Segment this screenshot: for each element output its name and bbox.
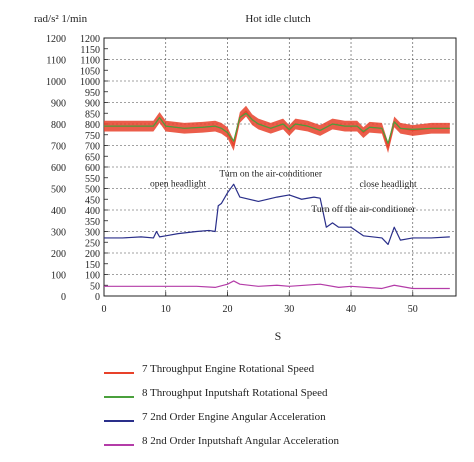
y-tick-label: 1100 [46,56,66,67]
series-band-0 [104,105,450,154]
y-tick-label: 700 [51,142,66,153]
y-tick-label: 550 [85,174,100,185]
y-tick-label: 400 [51,206,66,217]
y-tick-label: 1000 [80,77,100,88]
x-tick-label: 30 [284,304,294,315]
series-layer [104,105,450,290]
legend-label: 8 Throughput Inputshaft Rotational Speed [142,387,328,399]
annotation-2: close headlight [359,180,417,190]
series-line-2 [104,183,450,245]
y-tick-label: 950 [85,88,100,99]
y-tick-label: 100 [51,271,66,282]
y-tick-label: 900 [85,99,100,110]
y-tick-label: 250 [85,238,100,249]
y-tick-label: 900 [51,99,66,110]
x-axis-label: S [275,329,282,343]
y-tick-label: 200 [51,249,66,260]
y-tick-label: 1150 [80,45,100,56]
y-tick-label: 450 [85,195,100,206]
series-line-1 [104,112,450,144]
legend-item: 7 Throughput Engine Rotational Speed [104,360,464,384]
y-tick-label: 150 [85,260,100,271]
y-tick-label: 1200 [80,34,100,45]
y-unit-label: rad/s² 1/min [34,13,88,25]
y-tick-label: 800 [85,120,100,131]
legend: 7 Throughput Engine Rotational Speed 8 T… [104,360,464,456]
y-tick-label: 600 [85,163,100,174]
legend-label: 7 2nd Order Engine Angular Acceleration [142,411,326,423]
legend-label: 7 Throughput Engine Rotational Speed [142,363,315,375]
x-tick-label: 20 [223,304,233,315]
y-tick-label: 350 [85,217,100,228]
y-tick-label: 50 [90,281,100,292]
annotation-1: Turn on the air-conditioner [219,170,322,180]
annotations: open headlight Turn on the air-conditione… [150,170,417,215]
legend-swatch [104,372,134,374]
y-tick-label: 800 [51,120,66,131]
legend-label: 8 2nd Order Inputshaft Angular Accelerat… [142,435,340,447]
x-axis-ticks: 0 10 20 30 40 50 [102,292,418,315]
chart-title: Hot idle clutch [245,13,311,25]
x-tick-label: 0 [102,304,107,315]
y-tick-label: 750 [85,131,100,142]
grid [104,38,456,296]
x-tick-label: 10 [161,304,171,315]
y-tick-label: 500 [85,185,100,196]
y-tick-label: 650 [85,152,100,163]
y-tick-label: 1000 [46,77,66,88]
y-tick-label: 0 [61,292,66,303]
y-tick-label: 0 [95,292,100,303]
y-tick-label: 1100 [80,56,100,67]
y-tick-label: 600 [51,163,66,174]
y-tick-label: 100 [85,271,100,282]
y-tick-label: 400 [85,206,100,217]
legend-item: 7 2nd Order Engine Angular Acceleration [104,408,464,432]
legend-swatch [104,420,134,422]
legend-swatch [104,444,134,446]
y-tick-label: 1050 [80,66,100,77]
y-tick-label: 300 [85,228,100,239]
legend-swatch [104,396,134,398]
y-tick-label: 200 [85,249,100,260]
legend-item: 8 2nd Order Inputshaft Angular Accelerat… [104,432,464,456]
x-tick-label: 40 [346,304,356,315]
y-tick-label: 850 [85,109,100,120]
annotation-3: Turn off the air-conditioner [311,204,416,215]
y-tick-label: 500 [51,185,66,196]
y-tick-label: 1200 [46,34,66,45]
annotation-0: open headlight [150,179,207,189]
y-tick-label: 300 [51,228,66,239]
x-tick-label: 50 [408,304,418,315]
series-line-3 [104,280,450,290]
y-tick-label: 700 [85,142,100,153]
legend-item: 8 Throughput Inputshaft Rotational Speed [104,384,464,408]
